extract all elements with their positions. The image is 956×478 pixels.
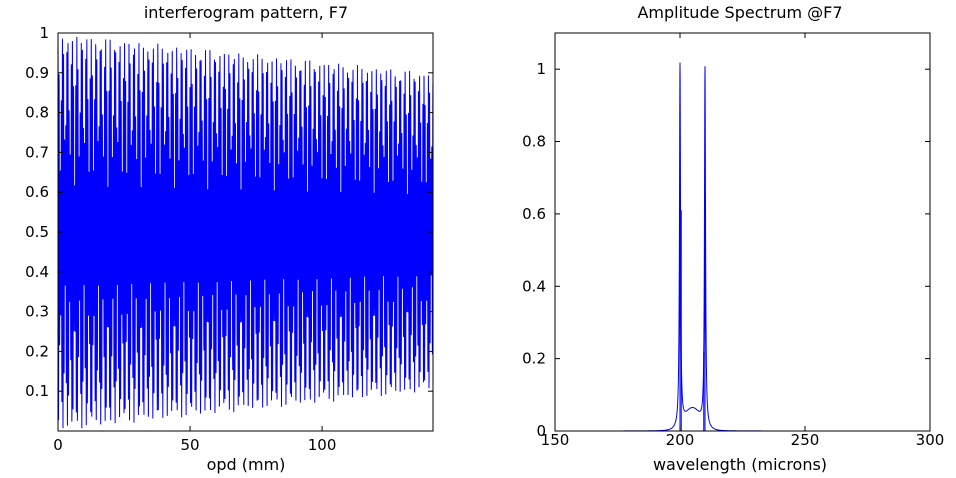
spectrum-ticks: 150 200 250 300 0 0.2 0.4 0.6 0.8 1 [522, 33, 944, 449]
x-tick-label: 200 [666, 431, 695, 449]
spectrum-series-line [555, 62, 930, 432]
y-tick-label: 0.6 [522, 205, 546, 223]
spectrum-plot: Amplitude Spectrum @F7 150 200 250 300 0 0.2 0… [522, 3, 944, 474]
y-tick-label: 0.5 [25, 223, 49, 241]
spectrum-xlabel: wavelength (microns) [653, 455, 827, 474]
spectrum-trace-group [555, 62, 930, 432]
y-tick-label: 1 [39, 24, 49, 42]
y-tick-label: 0.1 [25, 382, 49, 400]
x-tick-label: 100 [308, 436, 337, 454]
x-tick-label: 300 [916, 431, 945, 449]
y-tick-label: 0 [536, 422, 546, 440]
interferogram-ticks: 0 50 100 0.1 0.2 0.3 0.4 0.5 0.6 0.7 0.8 0.9 1 [25, 24, 433, 454]
x-tick-label: 250 [791, 431, 820, 449]
interferogram-trace-group [57, 32, 434, 429]
y-tick-label: 0.4 [25, 263, 49, 281]
y-tick-label: 0.2 [522, 350, 546, 368]
interferogram-xlabel: opd (mm) [207, 455, 286, 474]
y-tick-label: 0.9 [25, 64, 49, 82]
interferogram-title: interferogram pattern, F7 [144, 3, 348, 22]
interferogram-series-line [57, 32, 434, 429]
y-tick-label: 1 [536, 60, 546, 78]
x-tick-label: 150 [541, 431, 570, 449]
y-tick-label: 0.6 [25, 183, 49, 201]
x-tick-label: 0 [53, 436, 63, 454]
y-tick-label: 0.8 [25, 104, 49, 122]
y-tick-label: 0.2 [25, 342, 49, 360]
y-tick-label: 0.4 [522, 277, 546, 295]
spectrum-title: Amplitude Spectrum @F7 [637, 3, 842, 22]
y-tick-label: 0.3 [25, 303, 49, 321]
x-tick-label: 50 [180, 436, 199, 454]
y-tick-label: 0.7 [25, 143, 49, 161]
y-tick-label: 0.8 [522, 133, 546, 151]
spectrum-axes-frame [554, 32, 931, 432]
interferogram-plot: interferogram pattern, F7 0 50 100 0.1 0.2 0.… [25, 3, 434, 474]
